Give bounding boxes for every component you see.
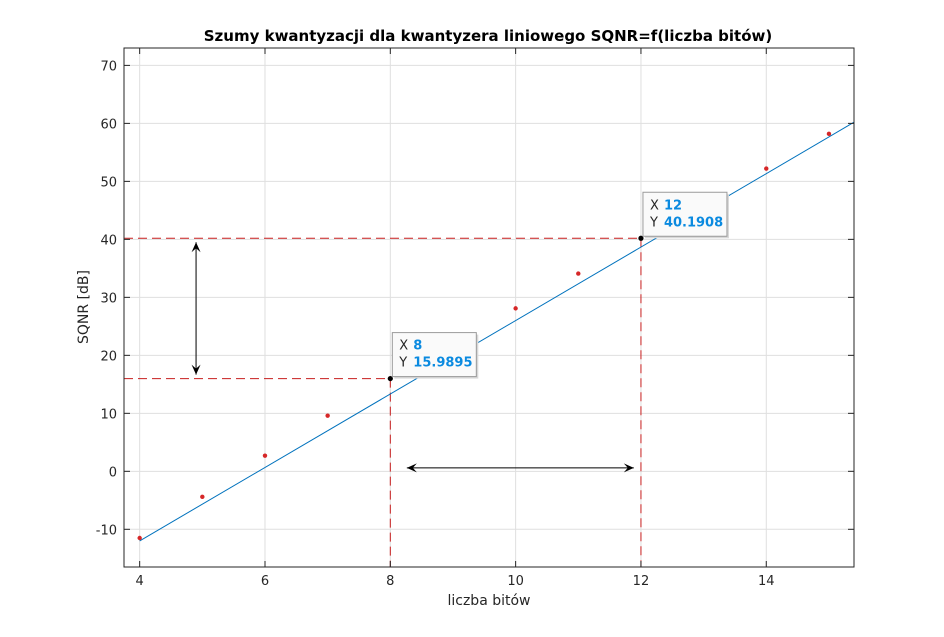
arrow-head (406, 463, 417, 473)
arrows (191, 242, 634, 473)
x-tick-label: 4 (136, 574, 144, 589)
datatip-marker (638, 235, 644, 241)
chart-title: Szumy kwantyzacji dla kwantyzera liniowe… (204, 27, 773, 45)
datatip-marker (387, 375, 393, 382)
data-point (513, 306, 518, 311)
x-tick-label: 8 (386, 574, 394, 589)
y-tick-label: 0 (109, 465, 117, 480)
y-tick-label: 10 (100, 407, 117, 422)
reference-lines (124, 237, 642, 567)
plot-area (124, 48, 854, 567)
data-point (826, 131, 832, 137)
y-tick-label: 70 (100, 59, 117, 74)
datatip-x-value: 8 (413, 339, 422, 354)
arrow-head (191, 364, 201, 375)
arrow-head (191, 242, 201, 253)
datatip-x-label: X (650, 198, 659, 213)
y-tick-label: 30 (100, 291, 117, 306)
arrow-head (623, 463, 634, 473)
data-point (137, 535, 142, 541)
datatip-x-label: X (399, 339, 408, 354)
datatip-y-value: 15.9895 (413, 356, 472, 371)
datatip-x-value: 12 (664, 198, 682, 213)
y-tick-label: 60 (100, 117, 117, 132)
y-tick-label: -10 (96, 523, 117, 538)
y-axis-label: SQNR [dB] (76, 270, 92, 344)
x-tick-label: 12 (633, 574, 650, 589)
data-point (764, 166, 769, 171)
datatip-box (391, 332, 477, 378)
y-tick-label: 40 (100, 233, 117, 248)
sqnr-line (139, 121, 855, 542)
x-tick-label: 6 (261, 574, 269, 589)
plot-frame (123, 47, 855, 568)
y-tick-label: 20 (100, 349, 117, 364)
datatip-y-label: Y (398, 356, 407, 371)
ticks: 4 6 8 10 12 14 -10 0 10 20 30 40 50 60 70 (96, 48, 854, 589)
datatip-y-value: 40.1908 (664, 215, 723, 230)
data-point (325, 413, 330, 418)
x-axis-label: liczba bitów (447, 593, 530, 609)
grid (124, 48, 854, 567)
data-point (576, 271, 581, 276)
data-point (200, 494, 205, 500)
x-tick-label: 14 (758, 574, 775, 589)
datatip-y-label: Y (649, 215, 658, 230)
data-point (262, 453, 268, 458)
datatip-box (642, 191, 728, 237)
x-tick-label: 10 (507, 574, 524, 589)
y-tick-label: 50 (100, 175, 117, 190)
